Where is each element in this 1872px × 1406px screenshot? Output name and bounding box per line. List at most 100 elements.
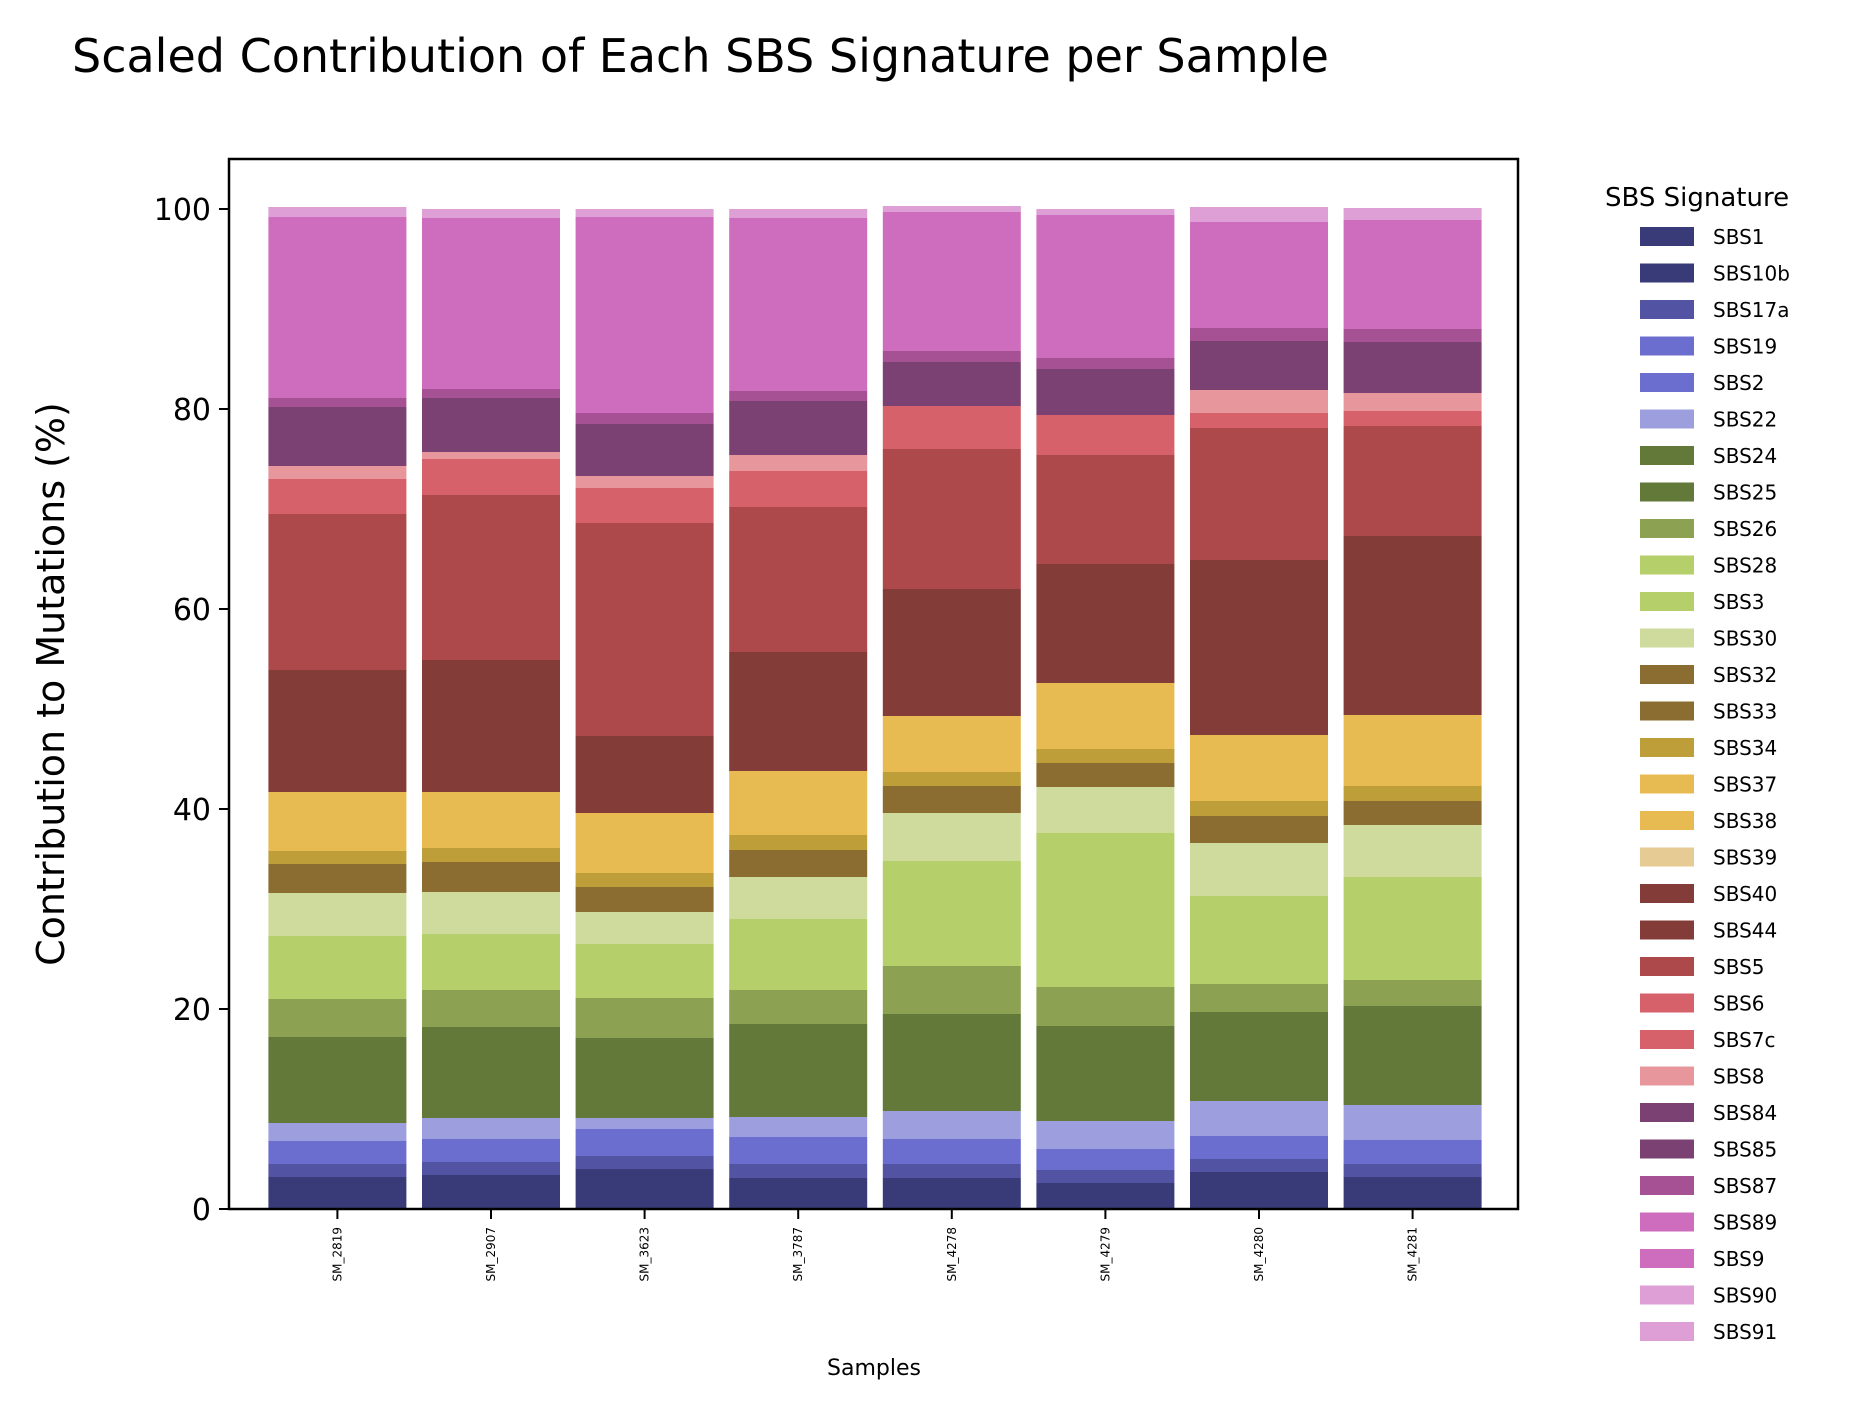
legend-label-SBS5: SBS5 (1713, 955, 1764, 979)
bar-SM_4281-SBS5 (1343, 426, 1482, 536)
bar-SM_4278-SBS30 (882, 813, 1021, 861)
x-axis-label: Samples (827, 1356, 921, 1381)
y-tick-label: 100 (154, 193, 211, 228)
bar-SM_2907-SBS2 (422, 1139, 560, 1162)
bar-SM_3787-SBS17a (729, 1164, 868, 1178)
bar-SM_4279-SBS3 (1036, 833, 1175, 987)
bar-SM_3623-SBS85 (575, 424, 714, 476)
bar-SM_4281-SBS25 (1343, 1006, 1482, 1105)
bar-SM_4281-SBS3 (1343, 877, 1482, 980)
x-tick-label: SM_3787 (791, 1227, 805, 1282)
legend-label-SBS87: SBS87 (1713, 1174, 1777, 1198)
legend-label-SBS89: SBS89 (1713, 1211, 1777, 1235)
bar-SM_2819-SBS38 (268, 792, 407, 851)
bar-SM_4280-SBS33 (1190, 816, 1328, 843)
bar-SM_3787-SBS22 (729, 1117, 868, 1137)
bar-SM_4278-SBS38 (882, 716, 1021, 772)
bar-SM_2819-SBS22 (268, 1123, 407, 1141)
legend-label-SBS26: SBS26 (1713, 517, 1777, 541)
bar-SM_3623-SBS22 (575, 1118, 714, 1129)
bar-SM_4279-SBS91 (1036, 209, 1175, 215)
bar-SM_4279-SBS44 (1036, 564, 1175, 683)
bar-SM_2819-SBS87 (268, 398, 407, 407)
legend-swatch-SBS1 (1640, 227, 1694, 246)
y-tick-label: 20 (173, 993, 211, 1028)
bar-SM_4280-SBS38 (1190, 735, 1328, 801)
legend-swatch-SBS10b (1640, 263, 1694, 283)
legend-label-SBS30: SBS30 (1713, 627, 1777, 651)
legend-swatch-SBS19 (1640, 336, 1694, 356)
bar-SM_3623-SBS26 (575, 998, 714, 1038)
bar-SM_4279-SBS9 (1036, 215, 1175, 358)
bar-SM_4281-SBS26 (1343, 980, 1482, 1006)
bar-SM_3787-SBS91 (729, 209, 868, 218)
legend-label-SBS9: SBS9 (1713, 1247, 1764, 1271)
bar-SM_4278-SBS3 (882, 861, 1021, 966)
bar-SM_2907-SBS7c (422, 459, 560, 495)
y-axis-label: Contribution to Mutations (%) (29, 402, 73, 966)
x-tick-label: SM_2907 (484, 1227, 498, 1282)
bar-SM_4279-SBS30 (1036, 787, 1175, 833)
bar-SM_3623-SBS17a (575, 1156, 714, 1169)
bar-SM_4278-SBS7c (882, 406, 1021, 449)
legend-swatch-SBS24 (1640, 446, 1694, 465)
legend-swatch-SBS38 (1640, 811, 1694, 830)
bar-SM_4278-SBS25 (882, 1014, 1021, 1111)
bar-SM_4280-SBS85 (1190, 341, 1328, 390)
legend-swatch-SBS22 (1640, 409, 1694, 429)
bar-SM_2907-SBS8 (422, 452, 560, 459)
bar-SM_2907-SBS9 (422, 218, 560, 389)
bar-SM_4279-SBS2 (1036, 1149, 1175, 1170)
bar-SM_2907-SBS5 (422, 495, 560, 660)
bar-SM_2907-SBS38 (422, 792, 560, 848)
bar-SM_4279-SBS38 (1036, 683, 1175, 749)
bar-SM_3623-SBS30 (575, 912, 714, 944)
legend-swatch-SBS26 (1640, 519, 1694, 538)
bar-SM_3787-SBS25 (729, 1024, 868, 1117)
bar-SM_3787-SBS44 (729, 652, 868, 771)
legend-label-SBS32: SBS32 (1713, 663, 1777, 687)
bar-SM_4278-SBS26 (882, 966, 1021, 1014)
legend: SBS Signature SBS1 SBS10b SBS17a SBS19 SBS2 S… (1605, 183, 1790, 1344)
bar-SM_4280-SBS8 (1190, 390, 1328, 413)
legend-label-SBS38: SBS38 (1713, 809, 1777, 833)
bar-SM_2819-SBS5 (268, 514, 407, 670)
bar-SM_4278-SBS91 (882, 206, 1021, 212)
bar-SM_2819-SBS17a (268, 1164, 407, 1177)
bar-SM_3623-SBS87 (575, 413, 714, 424)
legend-label-SBS84: SBS84 (1713, 1101, 1777, 1125)
bar-SM_2907-SBS33 (422, 862, 560, 892)
bar-SM_4279-SBS87 (1036, 358, 1175, 369)
bar-SM_2819-SBS44 (268, 670, 407, 792)
legend-swatch-SBS85 (1640, 1139, 1694, 1159)
legend-label-SBS34: SBS34 (1713, 736, 1777, 760)
legend-title: SBS Signature (1605, 183, 1789, 213)
bar-SM_2819-SBS8 (268, 466, 407, 479)
legend-swatch-SBS37 (1640, 774, 1694, 794)
bar-SM_4280-SBS44 (1190, 560, 1328, 735)
legend-swatch-SBS89 (1640, 1212, 1694, 1232)
bar-SM_3787-SBS8 (729, 455, 868, 471)
bar-SM_4280-SBS3 (1190, 896, 1328, 984)
bar-SM_4281-SBS91 (1343, 208, 1482, 220)
bar-SM_2819-SBS26 (268, 999, 407, 1037)
bar-SM_4279-SBS34 (1036, 749, 1175, 763)
legend-swatch-SBS9 (1640, 1249, 1694, 1268)
bar-SM_3623-SBS33 (575, 887, 714, 912)
bar-SM_4278-SBS33 (882, 786, 1021, 813)
x-tick-label: SM_4281 (1406, 1227, 1420, 1282)
bar-SM_2819-SBS85 (268, 407, 407, 466)
bar-SM_4278-SBS9 (882, 212, 1021, 351)
x-tick-label: SM_4278 (945, 1227, 959, 1282)
bar-SM_4280-SBS25 (1190, 1012, 1328, 1101)
legend-swatch-SBS32 (1640, 665, 1694, 684)
legend-label-SBS24: SBS24 (1713, 444, 1777, 468)
legend-label-SBS6: SBS6 (1713, 992, 1764, 1016)
legend-label-SBS33: SBS33 (1713, 700, 1777, 724)
bar-SM_4278-SBS5 (882, 449, 1021, 589)
bar-SM_4280-SBS2 (1190, 1136, 1328, 1159)
bar-SM_2819-SBS9 (268, 217, 407, 398)
plot-frame (227, 157, 1520, 1211)
legend-swatch-SBS8 (1640, 1066, 1694, 1086)
